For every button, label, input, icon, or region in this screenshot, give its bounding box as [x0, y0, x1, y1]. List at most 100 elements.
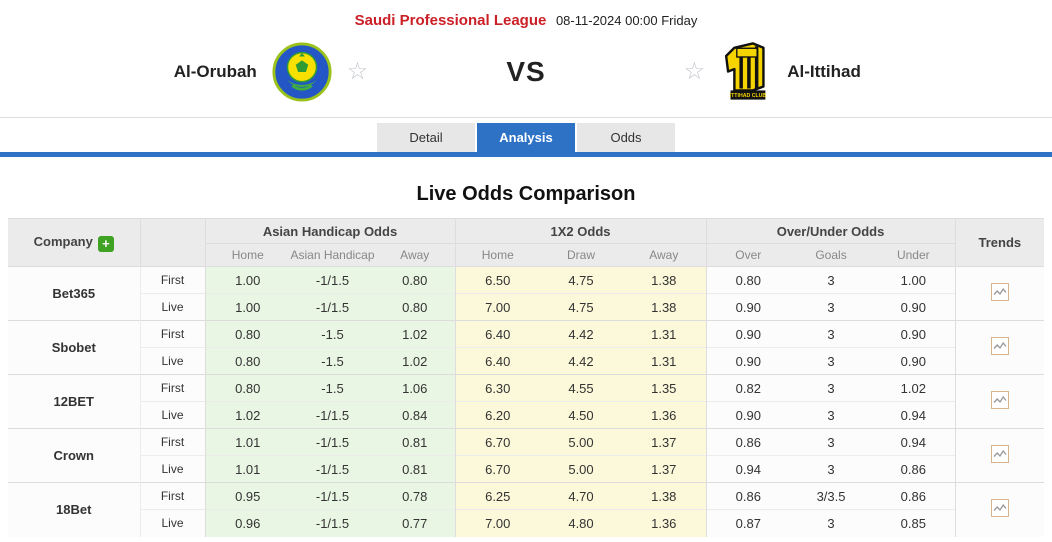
ou-odds-value: 0.90 [872, 347, 956, 375]
table-row: Crown First 1.01 -1/1.5 0.81 6.70 5.00 1.37 0.86… [8, 428, 1045, 483]
period-label: First [139, 482, 205, 510]
period-label: First [139, 374, 205, 402]
tab-analysis[interactable]: Analysis [477, 123, 575, 152]
add-company-button[interactable]: + [97, 235, 114, 252]
ou-goals-header: Goals [790, 243, 873, 267]
league-name[interactable]: Saudi Professional League [354, 12, 547, 29]
ah-odds-value: 0.95 [204, 482, 290, 510]
favorite-star-home-icon[interactable]: ☆ [346, 58, 369, 85]
x12-odds-value: 6.50 [454, 266, 540, 294]
x12-odds-value: 1.38 [622, 266, 707, 294]
1x2-odds-header: 1X2 Odds [454, 218, 707, 244]
ou-odds-value: 0.90 [705, 320, 791, 348]
ah-odds-value: -1.5 [290, 320, 375, 348]
ah-odds-value: 1.02 [375, 320, 455, 348]
ah-odds-value: -1/1.5 [290, 293, 375, 321]
ou-odds-value: 0.90 [705, 347, 791, 375]
trend-chart-icon[interactable] [990, 445, 1009, 463]
x12-odds-value: 4.42 [540, 347, 622, 375]
ou-odds-value: 3 [790, 266, 873, 294]
table-row: Live 1.00 -1/1.5 0.80 7.00 4.75 1.38 0.90 3 0.90 [8, 293, 1044, 321]
x12-odds-value: 6.40 [454, 347, 540, 375]
home-team-name[interactable]: Al-Orubah [173, 62, 257, 81]
company-name: Bet365 [8, 266, 140, 321]
period-label: First [139, 320, 205, 348]
ou-odds-value: 1.00 [872, 266, 956, 294]
table-row: 18Bet First 0.95 -1/1.5 0.78 6.25 4.70 1.38 0.86… [8, 482, 1045, 537]
table-row: Live 1.01 -1/1.5 0.81 6.70 5.00 1.37 0.94 3 0.86 [8, 455, 1044, 483]
period-label: Live [139, 455, 205, 483]
ou-odds-value: 0.94 [872, 428, 956, 456]
ah-odds-value: 0.80 [204, 347, 290, 375]
table-row: 12BET First 0.80 -1.5 1.06 6.30 4.55 1.35 0.82 3 1… [8, 374, 1045, 429]
ou-odds-value: 3/3.5 [790, 482, 873, 510]
x12-odds-value: 1.35 [622, 374, 707, 402]
ou-odds-value: 0.80 [705, 266, 791, 294]
odds-table: Company + Asian Handicap Odds 1X2 Odds Ov… [8, 218, 1045, 537]
ah-home-header: Home [204, 243, 290, 267]
ou-odds-value: 0.86 [872, 482, 956, 510]
x12-odds-value: 6.70 [454, 455, 540, 483]
x12-odds-value: 1.36 [622, 401, 707, 429]
ah-odds-value: -1/1.5 [290, 482, 375, 510]
ah-odds-value: 1.02 [204, 401, 290, 429]
away-logo-banner-text: ITTIHAD CLUB [730, 93, 767, 99]
x12-odds-value: 1.37 [622, 428, 707, 456]
ou-odds-value: 0.94 [705, 455, 791, 483]
ah-odds-value: 0.77 [375, 509, 455, 537]
x12-odds-value: 4.75 [540, 293, 622, 321]
trend-chart-icon[interactable] [990, 499, 1009, 518]
x12-odds-value: 7.00 [454, 509, 540, 537]
company-header: Company + [8, 218, 140, 267]
ah-odds-value: 1.00 [204, 293, 290, 321]
ah-odds-value: -1.5 [290, 347, 375, 375]
period-label: Live [139, 509, 205, 537]
x12-odds-value: 5.00 [540, 428, 622, 456]
period-header [139, 218, 205, 267]
x12-odds-value: 6.40 [454, 320, 540, 348]
asian-handicap-odds-header: Asian Handicap Odds [204, 218, 455, 244]
away-team: ☆ ITTIHAD CLUB Al-Ittihad [546, 41, 1052, 103]
ah-odds-value: 1.02 [375, 347, 455, 375]
1x2-away-header: Away [622, 243, 707, 267]
active-tab-underline [0, 152, 1052, 157]
x12-odds-value: 6.70 [454, 428, 540, 456]
x12-odds-value: 4.80 [540, 509, 622, 537]
ou-odds-value: 3 [790, 347, 873, 375]
tab-detail[interactable]: Detail [377, 123, 475, 152]
x12-odds-value: 6.25 [454, 482, 540, 510]
ou-odds-value: 0.87 [705, 509, 791, 537]
ah-odds-value: -1/1.5 [290, 401, 375, 429]
x12-odds-value: 5.00 [540, 455, 622, 483]
ou-odds-value: 0.90 [705, 293, 791, 321]
company-name: Sbobet [8, 320, 140, 375]
ah-odds-value: 0.81 [375, 428, 455, 456]
table-row: Bet365 First 1.00 -1/1.5 0.80 6.50 4.75 1.38 0.8… [8, 266, 1045, 321]
ah-line-header: Asian Handicap [290, 243, 375, 267]
tab-odds[interactable]: Odds [577, 123, 675, 152]
ou-odds-value: 3 [790, 320, 873, 348]
x12-odds-value: 4.55 [540, 374, 622, 402]
trend-chart-icon[interactable] [990, 337, 1009, 355]
x12-odds-value: 7.00 [454, 293, 540, 321]
league-line: Saudi Professional League 08-11-2024 00:… [0, 12, 1052, 29]
trend-chart-icon[interactable] [990, 283, 1009, 301]
ou-odds-value: 0.82 [705, 374, 791, 402]
away-team-name[interactable]: Al-Ittihad [787, 62, 861, 81]
ah-odds-value: 0.84 [375, 401, 455, 429]
company-name: Crown [8, 428, 140, 483]
trend-chart-icon[interactable] [990, 391, 1009, 409]
favorite-star-away-icon[interactable]: ☆ [683, 58, 706, 85]
section-title: Live Odds Comparison [416, 183, 636, 205]
x12-odds-value: 4.70 [540, 482, 622, 510]
x12-odds-value: 4.42 [540, 320, 622, 348]
ah-odds-value: 1.06 [375, 374, 455, 402]
ah-odds-value: 1.00 [204, 266, 290, 294]
match-datetime: 08-11-2024 00:00 Friday [555, 13, 698, 28]
ou-odds-value: 0.90 [872, 320, 956, 348]
x12-odds-value: 1.38 [622, 482, 707, 510]
trends-cell [954, 266, 1045, 321]
period-label: Live [139, 401, 205, 429]
x12-odds-value: 1.31 [622, 347, 707, 375]
x12-odds-value: 6.30 [454, 374, 540, 402]
